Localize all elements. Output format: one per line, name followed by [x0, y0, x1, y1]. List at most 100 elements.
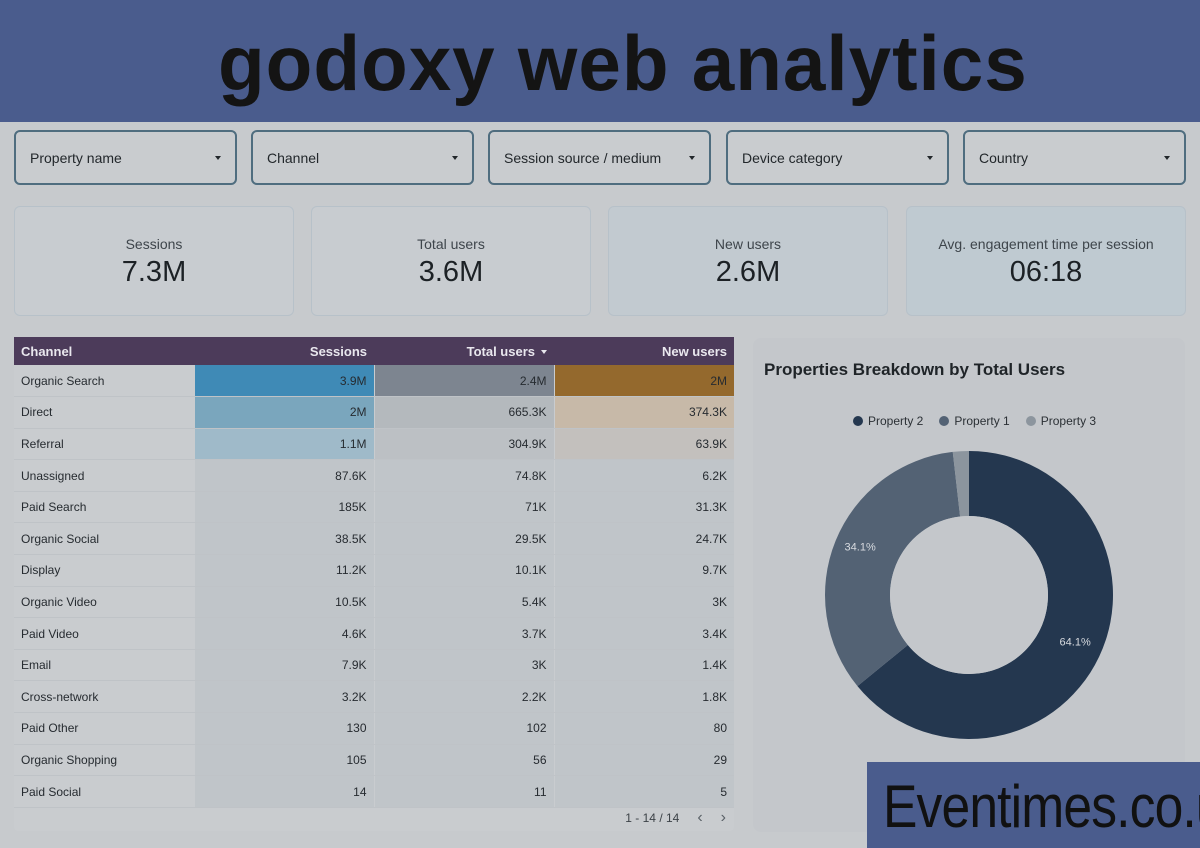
caret-down-icon: [927, 156, 933, 160]
properties-chart-card: Properties Breakdown by Total Users Prop…: [753, 338, 1185, 832]
channel-name-cell: Direct: [14, 396, 194, 429]
sessions-cell: 3.9M: [193, 365, 374, 398]
filter-country[interactable]: Country: [963, 130, 1186, 185]
chevron-left-icon[interactable]: ‹: [697, 809, 703, 826]
table-row[interactable]: Organic Shopping 105 56 29: [14, 744, 734, 777]
chevron-right-icon[interactable]: ›: [720, 809, 726, 826]
table-row[interactable]: Organic Search 3.9M 2.4M 2M: [14, 365, 734, 398]
kpi-value: 7.3M: [121, 256, 187, 288]
total-users-cell: 5.4K: [373, 586, 554, 619]
filter-label: Channel: [267, 149, 320, 166]
caret-down-icon: [452, 156, 458, 160]
column-header-sessions[interactable]: Sessions: [194, 337, 374, 365]
legend-label: Property 2: [868, 414, 924, 428]
kpi-total-users: Total users 3.6M: [311, 206, 591, 316]
filter-session-source-medium[interactable]: Session source / medium: [488, 130, 711, 185]
table-row[interactable]: Direct 2M 665.3K 374.3K: [14, 396, 734, 429]
channel-name-cell: Display: [14, 554, 194, 587]
donut-slice-property-3[interactable]: [952, 451, 969, 517]
legend-swatch: [939, 416, 950, 426]
table-row[interactable]: Unassigned 87.6K 74.8K 6.2K: [14, 459, 734, 492]
total-users-cell: 10.1K: [373, 554, 554, 587]
donut-slice-property-1[interactable]: [824, 451, 961, 687]
sort-desc-icon: [541, 350, 547, 355]
new-users-cell: 3.4K: [553, 617, 734, 650]
caret-down-icon: [689, 156, 695, 160]
filter-label: Property name: [30, 149, 122, 166]
new-users-cell: 9.7K: [553, 554, 734, 587]
sessions-cell: 7.9K: [193, 649, 374, 682]
watermark-text: Eventimes.co.uk: [883, 773, 1200, 840]
sessions-cell: 185K: [193, 491, 374, 524]
filter-label: Session source / medium: [504, 149, 662, 166]
sessions-cell: 38.5K: [193, 522, 374, 556]
donut-slice-property-2[interactable]: [857, 451, 1113, 739]
header-banner: godoxy web analytics: [0, 0, 1200, 122]
table-row[interactable]: Paid Video 4.6K 3.7K 3.4K: [14, 617, 734, 650]
table-row[interactable]: Cross-network 3.2K 2.2K 1.8K: [14, 680, 734, 714]
new-users-cell: 6.2K: [553, 459, 734, 492]
kpi-sessions: Sessions 7.3M: [14, 206, 294, 316]
filter-label: Device category: [742, 149, 843, 166]
column-header-channel[interactable]: Channel: [14, 337, 194, 365]
new-users-cell: 3K: [553, 586, 734, 619]
sessions-cell: 3.2K: [193, 680, 374, 714]
table-row[interactable]: Organic Video 10.5K 5.4K 3K: [14, 586, 734, 619]
table-row[interactable]: Paid Other 130 102 80: [14, 712, 734, 745]
caret-down-icon: [215, 156, 221, 160]
new-users-cell: 80: [553, 712, 734, 745]
chart-title: Properties Breakdown by Total Users: [764, 360, 1066, 379]
channel-name-cell: Paid Search: [14, 491, 194, 524]
new-users-cell: 1.8K: [553, 680, 734, 714]
sessions-cell: 4.6K: [193, 617, 374, 650]
column-header-total-users[interactable]: Total users: [374, 337, 554, 365]
kpi-row: Sessions 7.3M Total users 3.6M New users…: [14, 206, 1186, 316]
total-users-cell: 304.9K: [373, 428, 554, 461]
legend-label: Property 1: [954, 414, 1010, 428]
total-users-cell: 102: [373, 712, 554, 745]
table-row[interactable]: Referral 1.1M 304.9K 63.9K: [14, 428, 734, 461]
banner-title: godoxy web analytics: [218, 19, 1028, 107]
channel-table: Channel Sessions Total users New users O…: [14, 337, 734, 808]
table-row[interactable]: Paid Search 185K 71K 31.3K: [14, 491, 734, 524]
filter-device-category[interactable]: Device category: [726, 130, 949, 185]
kpi-avg-engagement-time: Avg. engagement time per session 06:18: [906, 206, 1186, 316]
legend-swatch: [853, 416, 863, 426]
legend-label: Property 3: [1040, 414, 1097, 428]
channel-table-card: Channel Sessions Total users New users O…: [14, 337, 734, 831]
table-row[interactable]: Paid Social 14 11 5: [14, 775, 734, 808]
total-users-cell: 3K: [373, 649, 554, 682]
filter-channel[interactable]: Channel: [251, 130, 474, 185]
total-users-cell: 665.3K: [373, 396, 554, 429]
legend-item[interactable]: Property 3: [1025, 414, 1097, 428]
donut-slice-label: 34.1%: [845, 542, 876, 554]
total-users-cell: 11: [373, 775, 554, 808]
column-header-new-users[interactable]: New users: [554, 337, 734, 365]
table-row[interactable]: Email 7.9K 3K 1.4K: [14, 649, 734, 682]
channel-name-cell: Paid Video: [14, 617, 194, 650]
legend-swatch: [1025, 416, 1036, 426]
kpi-label: Total users: [417, 236, 485, 252]
total-users-cell: 29.5K: [373, 522, 554, 556]
total-users-cell: 56: [373, 744, 554, 777]
legend-item[interactable]: Property 2: [853, 414, 923, 428]
new-users-cell: 63.9K: [553, 428, 734, 461]
kpi-label: New users: [714, 236, 782, 252]
table-row[interactable]: Display 11.2K 10.1K 9.7K: [14, 554, 734, 587]
table-row[interactable]: Organic Social 38.5K 29.5K 24.7K: [14, 522, 734, 556]
channel-name-cell: Organic Search: [14, 365, 194, 398]
channel-name-cell: Paid Other: [14, 712, 194, 745]
channel-name-cell: Email: [14, 649, 194, 682]
pagination: 1 - 14 / 14 ‹ ›: [625, 809, 726, 827]
filter-property-name[interactable]: Property name: [14, 130, 237, 185]
sessions-cell: 14: [193, 775, 374, 808]
donut-slice-label: 64.1%: [1060, 636, 1091, 648]
channel-name-cell: Referral: [14, 428, 194, 461]
watermark-banner: Eventimes.co.uk: [867, 762, 1200, 848]
new-users-cell: 374.3K: [553, 396, 734, 429]
filter-label: Country: [979, 149, 1029, 166]
donut-hole: [890, 516, 1048, 674]
channel-name-cell: Unassigned: [14, 459, 194, 492]
legend-item[interactable]: Property 1: [939, 414, 1010, 428]
kpi-value: 3.6M: [418, 256, 484, 288]
